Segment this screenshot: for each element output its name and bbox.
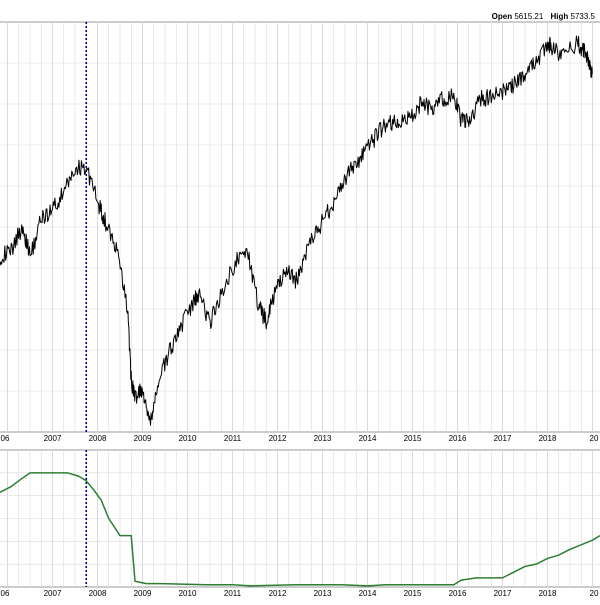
x-tick-label: 2007: [44, 589, 62, 598]
indicator-panel: 06 2007 2008 2009 2010 2011 2012 2013 2014 2015 20…: [0, 449, 600, 598]
x-tick-label: 2016: [449, 589, 467, 598]
x-tick-label: 2009: [134, 434, 152, 443]
x-tick-label: 2012: [269, 589, 287, 598]
x-tick-label: 2017: [494, 434, 512, 443]
price-series-line: [0, 35, 593, 426]
x-tick-label: 2012: [269, 434, 287, 443]
x-tick-label: 06: [1, 589, 10, 598]
x-tick-label: 2015: [404, 589, 422, 598]
x-tick-label: 2014: [359, 589, 377, 598]
x-tick-label: 2018: [539, 589, 557, 598]
x-tick-label: 20: [590, 434, 599, 443]
x-tick-label: 2013: [314, 434, 332, 443]
x-tick-label: 2017: [494, 589, 512, 598]
x-tick-label: 06: [1, 434, 10, 443]
indicator-series-line: [0, 472, 600, 587]
x-tick-label: 2011: [224, 589, 242, 598]
x-tick-label: 2018: [539, 434, 557, 443]
high-label: High: [550, 12, 569, 21]
x-tick-label: 2014: [359, 434, 377, 443]
open-label: Open: [491, 12, 513, 21]
x-tick-label: 2013: [314, 589, 332, 598]
open-value: 5615.21: [514, 12, 544, 21]
ohlc-header: Open 5615.21 High 5733.5: [492, 12, 600, 21]
x-tick-label: 2008: [89, 589, 107, 598]
x-tick-label: 2010: [179, 434, 197, 443]
high-value: 5733.5: [570, 12, 595, 21]
x-tick-label: 2009: [134, 589, 152, 598]
x-tick-label: 2015: [404, 434, 422, 443]
x-tick-label: 2010: [179, 589, 197, 598]
x-tick-label: 2016: [449, 434, 467, 443]
x-tick-label: 2008: [89, 434, 107, 443]
x-tick-label: 2011: [224, 434, 242, 443]
x-tick-label: 20: [590, 589, 599, 598]
price-panel: 06 2007 2008 2009 2010 2011 2012 2013 2014 2015 20…: [0, 21, 600, 443]
x-tick-label: 2007: [44, 434, 62, 443]
